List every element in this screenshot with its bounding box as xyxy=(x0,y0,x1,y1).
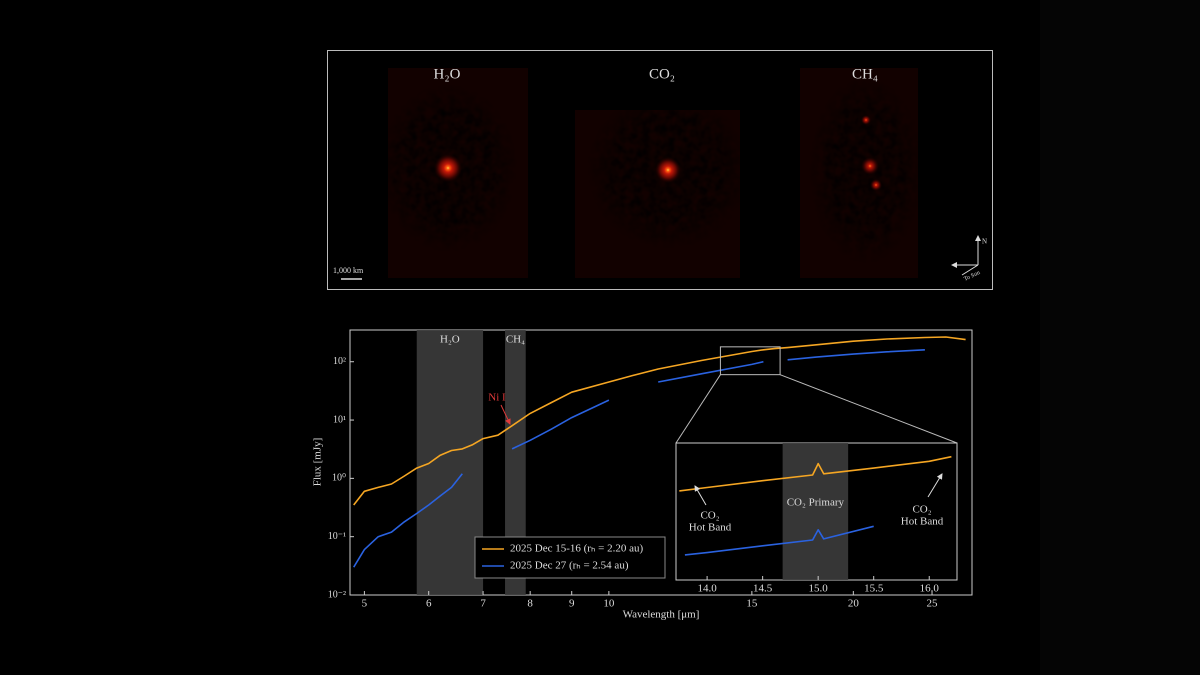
band-label: CH₄ xyxy=(506,334,525,346)
annotation-arrow xyxy=(500,404,511,425)
x-tick-label: 16.0 xyxy=(920,583,940,595)
x-tick-label: 5 xyxy=(362,598,368,610)
image-label: H₂O xyxy=(434,66,461,82)
image-label: CH₄ xyxy=(852,66,878,82)
nucleus xyxy=(870,179,882,191)
x-tick-label: 15.0 xyxy=(809,583,829,595)
band-label: CO₂ Primary xyxy=(787,497,845,509)
y-tick-label: 10⁰ xyxy=(332,473,346,484)
x-tick-label: 15 xyxy=(746,598,758,610)
annotation: Ni I xyxy=(488,392,506,404)
scale-bar-label: 1,000 km xyxy=(333,266,364,275)
annotation: CO₂ xyxy=(700,510,719,522)
x-tick-label: 20 xyxy=(848,598,860,610)
band xyxy=(416,330,484,595)
x-tick-label: 15.5 xyxy=(864,583,884,595)
annotation-arrow xyxy=(927,473,943,498)
compass-sun xyxy=(961,264,979,276)
annotation: Hot Band xyxy=(901,516,944,528)
y-axis-label: Flux [mJy] xyxy=(312,438,324,487)
x-tick-label: 8 xyxy=(527,598,533,610)
annotation-arrow xyxy=(694,485,707,506)
x-tick-label: 14.0 xyxy=(697,583,717,595)
legend-label: 2025 Dec 15-16 (rₕ = 2.20 au) xyxy=(510,543,643,555)
x-tick-label: 14.5 xyxy=(753,583,773,595)
legend-label: 2025 Dec 27 (rₕ = 2.54 au) xyxy=(510,560,629,572)
image-panel: H₂O CO₂ CH₄ 1,000 km N To Sun xyxy=(327,50,993,290)
nucleus xyxy=(434,154,462,182)
x-tick-label: 25 xyxy=(927,598,939,610)
compass-label: N xyxy=(982,238,987,246)
x-axis-label: Wavelength [μm] xyxy=(623,609,700,621)
nucleus xyxy=(861,157,879,175)
x-tick-label: 10 xyxy=(603,598,615,610)
y-tick-label: 10⁻¹ xyxy=(328,531,346,542)
x-tick-label: 7 xyxy=(480,598,486,610)
zoom-box xyxy=(719,346,781,376)
series-line xyxy=(679,455,952,492)
nucleus xyxy=(861,115,871,125)
annotation: CO₂ xyxy=(912,504,931,516)
image-label: CO₂ xyxy=(649,66,675,82)
legend: 2025 Dec 15-16 (rₕ = 2.20 au) 2025 Dec 27… xyxy=(474,536,666,579)
y-tick-label: 10² xyxy=(333,356,346,367)
annotation: Hot Band xyxy=(689,522,732,534)
x-tick-label: 6 xyxy=(426,598,432,610)
legend-frame xyxy=(474,536,666,579)
x-tick-label: 9 xyxy=(569,598,575,610)
series-line xyxy=(684,525,874,556)
zoom-connector xyxy=(675,374,721,444)
band xyxy=(505,330,526,595)
band xyxy=(782,443,849,580)
zoom-connector xyxy=(779,374,958,444)
nucleus xyxy=(655,157,681,183)
series-line xyxy=(353,336,966,506)
side-strip xyxy=(1040,0,1200,675)
y-tick-label: 10¹ xyxy=(333,414,346,425)
series-line xyxy=(353,349,925,568)
band-label: H₂O xyxy=(440,334,460,346)
y-tick-label: 10⁻² xyxy=(328,589,346,600)
